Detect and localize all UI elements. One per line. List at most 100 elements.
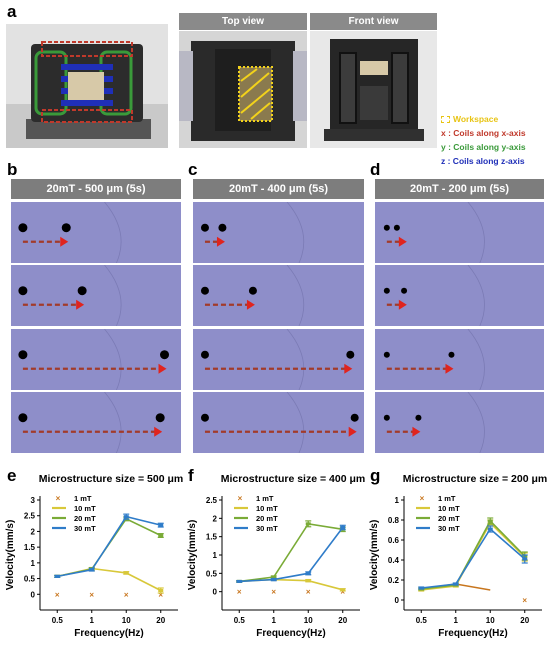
data-point <box>271 578 277 582</box>
microscope-frame <box>11 392 181 453</box>
background-scratch <box>104 392 122 453</box>
data-point <box>305 522 311 526</box>
legend-label: 10 mT <box>256 504 278 513</box>
data-point <box>271 575 277 579</box>
data-point <box>158 589 164 593</box>
data-point <box>340 526 346 529</box>
top-view-photo <box>179 31 307 148</box>
data-point <box>487 519 493 523</box>
motion-arrow-head <box>76 299 85 310</box>
data-point: × <box>124 590 129 599</box>
microstructure-dot <box>383 224 390 231</box>
coil-system-photo <box>6 24 168 148</box>
microscope-frame <box>193 202 364 263</box>
data-point <box>418 586 424 590</box>
microscope-frame <box>193 392 364 453</box>
legend-label: 1 mT <box>256 494 274 503</box>
data-point <box>305 579 311 583</box>
data-point: × <box>89 590 94 599</box>
motion-arrow-head <box>398 299 407 310</box>
chart-title: Microstructure size = 400 μm <box>221 473 365 485</box>
data-point: × <box>306 588 311 597</box>
series-line <box>57 567 162 592</box>
x-tick-label: 1 <box>272 616 277 625</box>
microstructure-dot <box>18 413 28 423</box>
y-tick-label: 0 <box>395 596 400 605</box>
y-tick-label: 2.5 <box>206 496 218 505</box>
top-view-header: Top view <box>179 13 307 30</box>
x-tick-label: 0.5 <box>52 616 64 625</box>
series-line <box>239 522 343 583</box>
x-tick-label: 20 <box>520 616 529 625</box>
y-tick-label: 1 <box>213 551 218 560</box>
motion-arrow-head <box>398 236 407 247</box>
chart-title: Microstructure size = 200 μm <box>403 473 547 485</box>
microstructure-dot <box>160 350 170 360</box>
velocity-chart-200um: Microstructure size = 200 μm 0 0.2 0.4 0.6 0.… <box>369 473 547 639</box>
y-tick-label: 3 <box>31 496 36 505</box>
data-point <box>123 515 129 519</box>
microstructure-dot <box>61 223 71 233</box>
microstructure-dot <box>155 413 165 423</box>
x-axis-label: Frequency(Hz) <box>74 628 143 639</box>
data-point <box>236 579 242 583</box>
motion-arrow-head <box>344 363 353 374</box>
motion-arrow-head <box>60 236 69 247</box>
y-tick-label: 0.5 <box>206 569 218 578</box>
series-line <box>57 517 162 578</box>
motion-arrow-head <box>154 426 163 437</box>
panel-label-a: a <box>7 2 17 21</box>
microstructure-dot <box>77 286 87 296</box>
microstructure-dot <box>18 286 28 296</box>
x-tick-label: 20 <box>156 616 165 625</box>
y-tick-label: 0.5 <box>24 575 36 584</box>
y-tick-label: 0 <box>213 588 218 597</box>
microscope-frame <box>375 265 544 326</box>
y-tick-label: 0.2 <box>388 576 400 585</box>
x-tick-label: 0.5 <box>234 616 246 625</box>
motion-arrow-head <box>445 363 454 374</box>
legend-y: y : Coils along y-axis <box>441 142 526 152</box>
y-tick-label: 2.5 <box>24 512 36 521</box>
y-tick-label: 2 <box>213 514 218 523</box>
legend-x: x : Coils along x-axis <box>441 128 526 138</box>
chart-title: Microstructure size = 500 μm <box>39 473 183 485</box>
legend-marker: × <box>238 494 243 503</box>
workspace-icon <box>441 116 450 124</box>
y-tick-label: 0.6 <box>388 536 400 545</box>
data-point <box>123 571 129 575</box>
motion-arrow-head <box>412 426 421 437</box>
motion-arrow-head <box>348 426 357 437</box>
legend-label: 30 mT <box>438 524 460 533</box>
data-point <box>158 523 164 527</box>
x-tick-label: 0.5 <box>416 616 428 625</box>
data-point: × <box>340 588 345 597</box>
data-point <box>340 588 346 592</box>
series-line <box>421 519 526 590</box>
legend-label: 30 mT <box>74 524 96 533</box>
series-line <box>239 527 344 583</box>
data-point: × <box>55 590 60 599</box>
x-axis-label: Frequency(Hz) <box>438 628 507 639</box>
microstructure-dot <box>200 223 209 232</box>
data-point <box>453 582 459 586</box>
background-scratch <box>467 265 485 326</box>
legend-label: 20 mT <box>74 514 96 523</box>
data-point <box>89 568 95 572</box>
legend-label: 1 mT <box>74 494 92 503</box>
microstructure-dot <box>218 223 227 232</box>
microstructure-dot <box>18 350 28 360</box>
legend-label: 20 mT <box>256 514 278 523</box>
microstructure-dot <box>415 414 422 421</box>
x-tick-label: 10 <box>304 616 313 625</box>
sequence-header-500: 20mT - 500 μm (5s) <box>11 179 181 199</box>
background-scratch <box>286 329 305 390</box>
microscope-frame <box>11 329 181 390</box>
background-scratch <box>286 392 305 453</box>
data-point <box>54 574 60 578</box>
microstructure-dot <box>350 413 359 422</box>
y-axis-label: Velocity(mm/s) <box>369 520 380 591</box>
front-view-header: Front view <box>310 13 437 30</box>
legend-label: 10 mT <box>74 504 96 513</box>
motion-arrow-head <box>246 299 255 310</box>
